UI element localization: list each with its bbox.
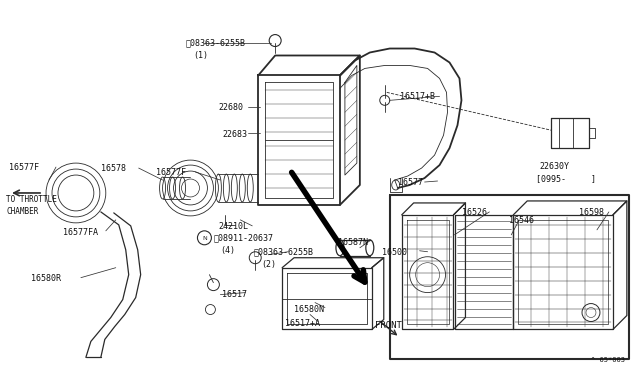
Text: TO THROTTLE: TO THROTTLE: [6, 195, 57, 204]
Text: CHAMBER: CHAMBER: [6, 207, 38, 216]
Text: 16580N: 16580N: [294, 305, 324, 314]
Text: 16526: 16526: [463, 208, 488, 217]
Text: 16577FA: 16577FA: [63, 228, 98, 237]
Text: 16546: 16546: [509, 216, 534, 225]
Text: 22680: 22680: [218, 103, 243, 112]
Text: 22683: 22683: [222, 130, 248, 139]
Text: 16517+B: 16517+B: [400, 92, 435, 101]
Text: 16517: 16517: [222, 290, 248, 299]
Text: ⓝ08911-20637: ⓝ08911-20637: [213, 234, 273, 243]
Text: 16577: 16577: [397, 178, 422, 187]
Text: (1): (1): [193, 51, 209, 60]
Text: (4): (4): [220, 246, 236, 255]
Text: FRONT: FRONT: [375, 321, 402, 330]
Text: ^ 65*003: ^ 65*003: [591, 357, 625, 363]
Text: 16578: 16578: [101, 164, 126, 173]
Text: (2): (2): [261, 260, 276, 269]
Text: 16587N: 16587N: [338, 238, 368, 247]
Text: 24210L: 24210L: [218, 222, 248, 231]
Text: [0995-     ]: [0995- ]: [536, 174, 596, 183]
Text: 16500: 16500: [382, 248, 407, 257]
Text: Ⓑ08363-6255B: Ⓑ08363-6255B: [253, 248, 313, 257]
Text: N: N: [202, 236, 207, 241]
Text: 16517+A: 16517+A: [285, 320, 320, 328]
Text: 16577F: 16577F: [9, 163, 39, 172]
Text: 16580R: 16580R: [31, 274, 61, 283]
Text: 22630Y: 22630Y: [539, 162, 569, 171]
Text: Ⓑ08363-6255B: Ⓑ08363-6255B: [186, 39, 246, 48]
Text: 16598: 16598: [579, 208, 604, 217]
Text: 16577F: 16577F: [156, 168, 186, 177]
